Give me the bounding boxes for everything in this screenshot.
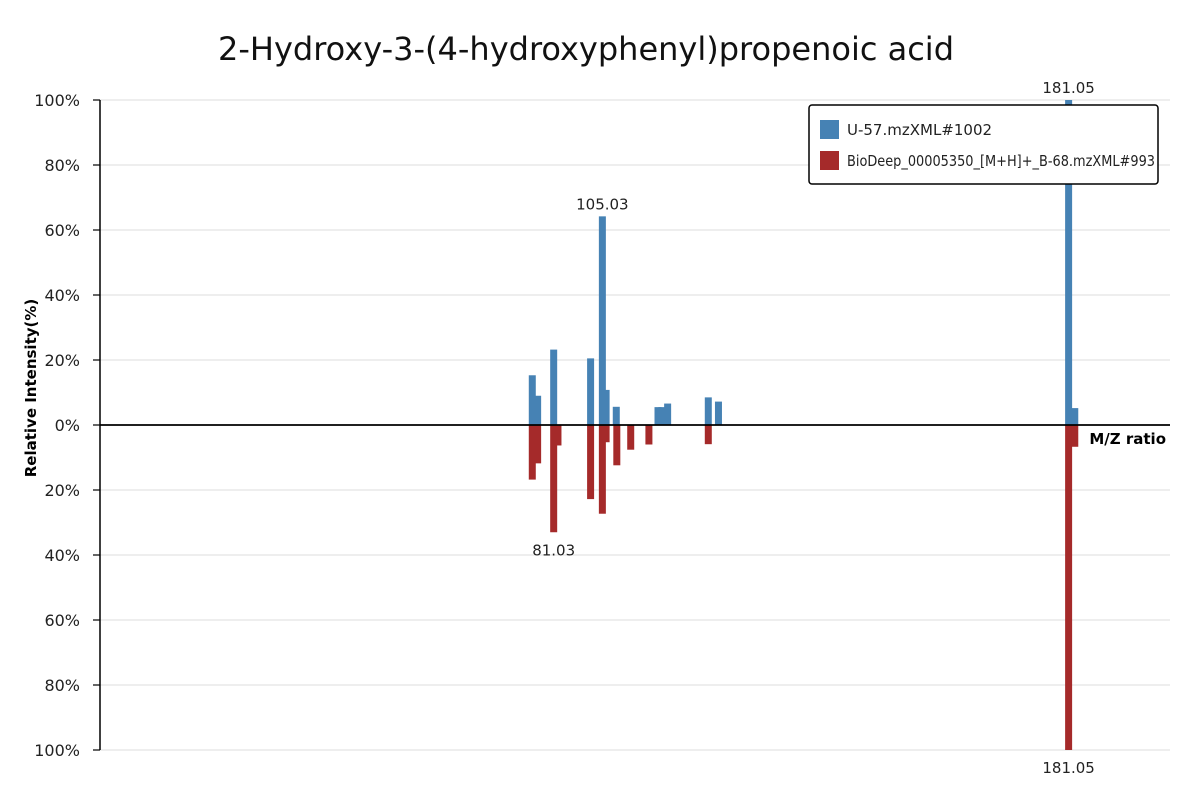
y-tick-label-6: 20%: [44, 481, 80, 500]
y-tick-label-5: 0%: [55, 416, 80, 435]
legend: U-57.mzXML#1002 BioDeep_00005350_[M+H]+_…: [808, 104, 1159, 185]
legend-label-series-2: BioDeep_00005350_[M+H]+_B-68.mzXML#993: [847, 152, 1155, 171]
bar-series2-10: [704, 425, 712, 445]
bar-series1-1: [534, 395, 542, 425]
bar-series1-10: [704, 397, 712, 425]
y-tick-label-9: 80%: [44, 676, 80, 695]
peak-label-0: 181.05: [1042, 79, 1095, 97]
bar-series2-5: [598, 425, 606, 514]
y-tick-label-4: 20%: [44, 351, 80, 370]
bar-series2-0: [528, 425, 536, 480]
bar-series1-12: [1065, 100, 1073, 425]
bar-series2-11: [1065, 425, 1073, 750]
grid-layer: [100, 99, 1170, 751]
bar-series1-4: [598, 216, 606, 425]
bar-series2-3: [554, 425, 562, 446]
bar-series1-7: [654, 407, 662, 425]
bar-series1-0: [528, 375, 536, 425]
legend-swatch-series-1: [820, 120, 839, 139]
peak-label-2: 81.03: [532, 541, 575, 559]
peak-label-1: 105.03: [576, 195, 629, 213]
legend-box: [808, 104, 1159, 185]
bar-series2-9: [645, 425, 653, 445]
x-axis-title: M/Z ratio: [1089, 430, 1166, 448]
peak-label-layer: 181.05 105.03 81.03 181.05: [532, 79, 1095, 777]
bar-series2-8: [627, 425, 635, 450]
chart-title: 2-Hydroxy-3-(4-hydroxyphenyl)propenoic a…: [218, 30, 954, 68]
y-axis-title: Relative Intensity(%): [22, 299, 40, 478]
bar-series1-6: [612, 406, 620, 425]
bar-series1-13: [1071, 408, 1079, 425]
y-tick-label-0: 100%: [34, 91, 80, 110]
bar-series1-8: [658, 407, 666, 425]
bar-series1-2: [550, 349, 558, 425]
legend-label-series-1: U-57.mzXML#1002: [847, 121, 992, 139]
bar-series2-7: [613, 425, 621, 466]
bar-series2-12: [1071, 425, 1079, 447]
bar-series1-5: [602, 389, 610, 425]
bar-series1-3: [587, 358, 595, 425]
y-tick-label-1: 80%: [44, 156, 80, 175]
y-tick-label-8: 60%: [44, 611, 80, 630]
bar-series1-11: [714, 401, 722, 425]
y-tick-layer: 100% 80% 60% 40% 20% 0% 20% 40% 60% 80% 100%: [34, 91, 100, 760]
bar-series2-4: [587, 425, 595, 500]
y-tick-label-2: 60%: [44, 221, 80, 240]
peak-label-3: 181.05: [1042, 759, 1095, 777]
bar-series2-1: [534, 425, 542, 464]
y-tick-label-7: 40%: [44, 546, 80, 565]
bar-layer: [528, 100, 1079, 750]
bar-series1-9: [664, 403, 672, 425]
bar-series2-2: [550, 425, 558, 533]
y-tick-label-10: 100%: [34, 741, 80, 760]
bar-series2-6: [602, 425, 610, 443]
legend-swatch-series-2: [820, 151, 839, 170]
y-tick-label-3: 40%: [44, 286, 80, 305]
